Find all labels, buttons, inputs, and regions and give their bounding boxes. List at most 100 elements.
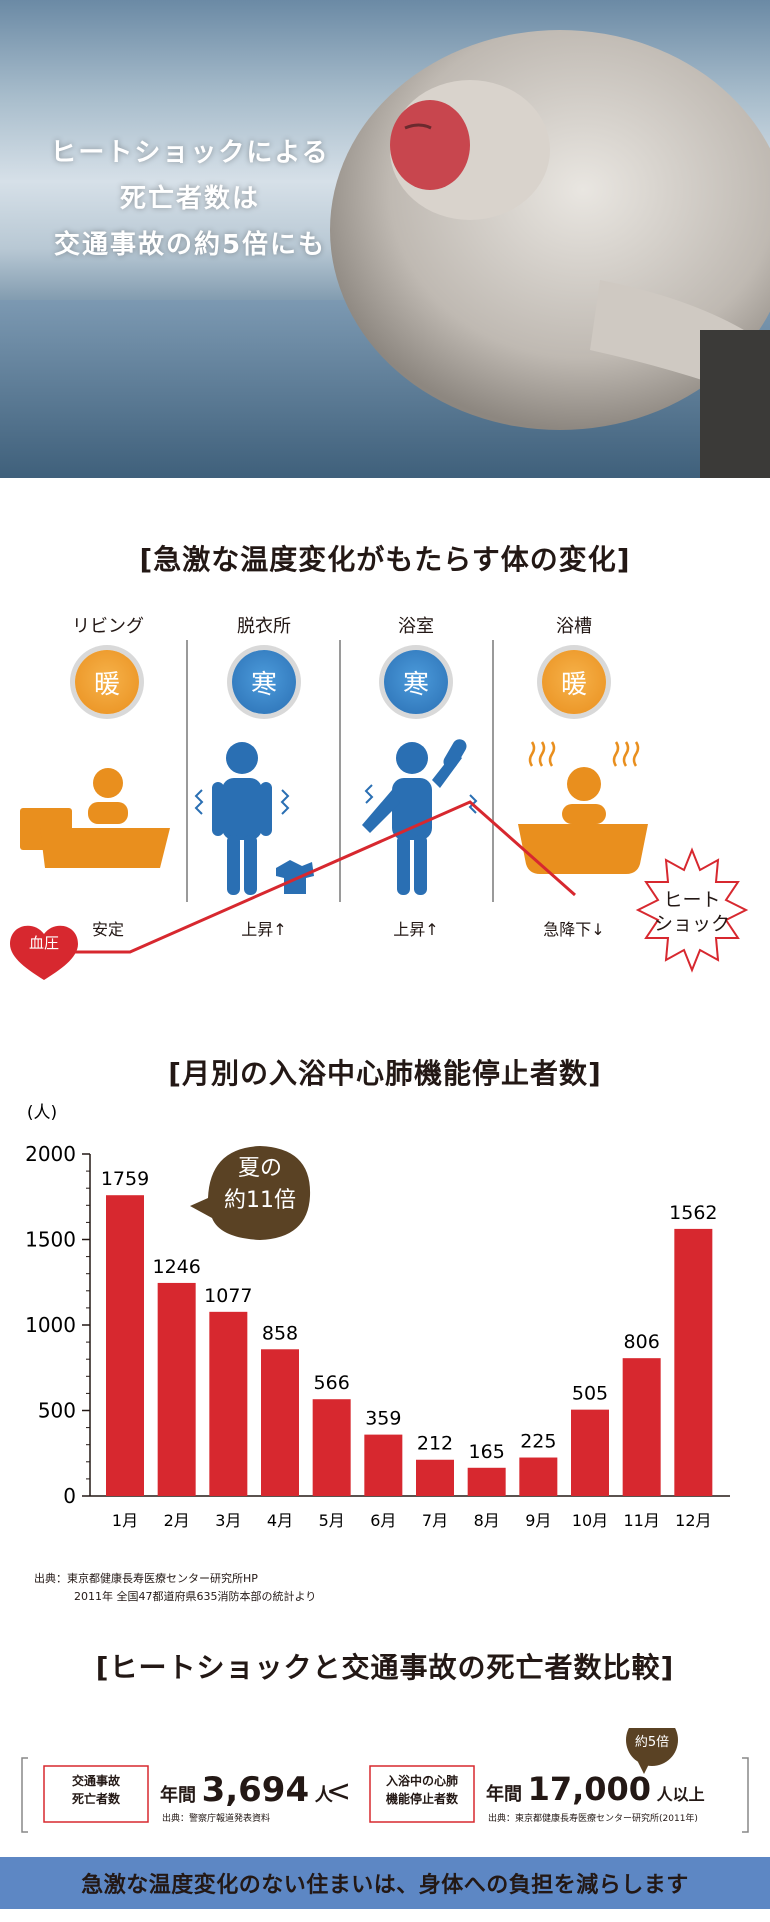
bar-value-label: 212 <box>417 1433 453 1455</box>
x-tick-label: 1月 <box>112 1511 138 1530</box>
bar <box>674 1228 713 1496</box>
right-stat-unit: 人以上 <box>656 1785 705 1804</box>
y-tick-label: 500 <box>38 1399 76 1423</box>
left-stat: 年間 3,694 人 <box>160 1770 333 1810</box>
bar-value-label: 566 <box>314 1372 350 1394</box>
column-label-bathtub: 浴槽 <box>556 616 592 637</box>
x-tick-label: 7月 <box>422 1511 448 1530</box>
right-label-box <box>369 1765 475 1823</box>
left-stat-unit: 人 <box>314 1785 333 1806</box>
shivering-bather-icon <box>362 739 478 895</box>
bar-value-label: 165 <box>469 1441 505 1463</box>
x-tick-label: 12月 <box>675 1511 711 1530</box>
hero-line-1: ヒートショックによる <box>50 138 330 168</box>
bp-status-dressing: 上昇↑ <box>241 920 287 939</box>
column-label-dressing: 脱衣所 <box>237 616 291 637</box>
bp-status-bathtub: 急降下↓ <box>543 920 605 939</box>
footer-message-band: 急激な温度変化のない住まいは、身体への負担を減らします <box>0 1857 770 1909</box>
x-tick-label: 8月 <box>474 1511 500 1530</box>
bar-value-label: 1077 <box>204 1285 252 1307</box>
warm-badge-bathtub: 暖 <box>542 650 606 714</box>
bar <box>106 1195 144 1496</box>
callout-text: 夏の 約11倍 <box>210 1153 310 1217</box>
callout-line-2: 約11倍 <box>224 1188 296 1213</box>
person-in-bathtub-icon <box>518 741 648 874</box>
hero-line-2: 死亡者数は <box>119 184 260 214</box>
left-label-line-1: 交通事故 <box>71 1774 120 1788</box>
section-title-chart: [月別の入浴中心肺機能停止者数] <box>168 1057 602 1090</box>
bar <box>312 1399 351 1496</box>
shivering-person-icon <box>194 742 314 895</box>
column-label-living: リビング <box>72 616 144 637</box>
x-tick-label: 5月 <box>319 1511 345 1530</box>
bar-value-label: 505 <box>572 1383 608 1405</box>
bar-value-label: 359 <box>365 1408 401 1430</box>
bar <box>622 1358 661 1496</box>
right-label-line-1: 入浴中の心肺 <box>385 1774 458 1788</box>
column-divider <box>186 640 188 902</box>
x-tick-label: 2月 <box>164 1511 190 1530</box>
right-stat-source: 出典：東京都健康長寿医療センター研究所(2011年) <box>488 1814 698 1824</box>
y-tick-label: 0 <box>63 1484 76 1508</box>
heat-shock-burst <box>635 847 749 973</box>
heat-shock-line-1: ヒート <box>663 889 721 911</box>
bar <box>467 1467 506 1496</box>
warm-badge-living: 暖 <box>75 650 139 714</box>
right-stat: 年間 17,000 人以上 <box>486 1770 705 1808</box>
bar <box>157 1282 196 1496</box>
y-tick-label: 1500 <box>25 1228 76 1252</box>
body-change-illustration <box>10 739 749 980</box>
bp-status-living: 安定 <box>91 920 124 939</box>
right-label-text: 入浴中の心肺 機能停止者数 <box>370 1772 474 1808</box>
hero-headline: ヒートショックによる 死亡者数は 交通事故の約5倍にも <box>40 130 340 268</box>
x-tick-label: 10月 <box>572 1511 608 1530</box>
blood-pressure-tag: 血圧 <box>28 934 59 952</box>
hero-line-3: 交通事故の約5倍にも <box>53 230 327 260</box>
x-tick-label: 6月 <box>370 1511 396 1530</box>
x-tick-label: 9月 <box>525 1511 551 1530</box>
bar <box>519 1457 558 1496</box>
left-label-box <box>43 1765 149 1823</box>
bp-status-bathroom: 上昇↑ <box>393 920 439 939</box>
bar-value-label: 806 <box>624 1331 660 1353</box>
bar-value-label: 1246 <box>152 1256 200 1278</box>
chart-source-line-1: 出典：東京都健康長寿医療センター研究所HP <box>34 1572 258 1585</box>
bar <box>571 1409 609 1496</box>
column-divider <box>492 640 494 902</box>
right-stat-value: 17,000 <box>527 1770 652 1808</box>
bar-value-label: 225 <box>520 1431 556 1453</box>
left-stat-value: 3,694 <box>201 1770 310 1810</box>
callout-bubble <box>190 1146 311 1240</box>
right-stat-prefix: 年間 <box>486 1784 522 1805</box>
y-tick-label: 2000 <box>25 1142 76 1166</box>
hero-image: ヒートショックによる 死亡者数は 交通事故の約5倍にも <box>0 0 770 478</box>
callout-line-1: 夏の <box>237 1156 282 1181</box>
bar <box>261 1349 299 1496</box>
snow-monkey-illustration <box>0 30 770 478</box>
monthly-cardiac-arrest-chart: (人) 0 500 1000 1500 2000 1759 1月 1246 2月 1077 3月 8… <box>25 1103 730 1530</box>
bar <box>416 1459 454 1496</box>
bar-value-label: 1759 <box>101 1168 149 1190</box>
less-than-sign: < <box>326 1774 352 1809</box>
y-axis-unit: (人) <box>27 1103 57 1123</box>
ratio-badge: 約5倍 <box>634 1735 670 1750</box>
person-at-kotatsu-icon <box>20 768 170 868</box>
bar-value-label: 858 <box>262 1322 298 1344</box>
section-title-comparison: [ヒートショックと交通事故の死亡者数比較] <box>95 1651 675 1684</box>
heat-shock-line-2: ショック <box>653 913 730 935</box>
footer-message: 急激な温度変化のない住まいは、身体への負担を減らします <box>81 1873 689 1898</box>
bar <box>364 1434 403 1496</box>
column-label-bathroom: 浴室 <box>398 616 434 637</box>
ratio-badge-bg <box>626 1728 678 1766</box>
right-label-line-2: 機能停止者数 <box>385 1792 458 1806</box>
comparison-frame <box>21 1728 749 1833</box>
y-tick-label: 1000 <box>25 1313 76 1337</box>
left-stat-source: 出典：警察庁報道発表資料 <box>162 1814 271 1824</box>
x-tick-label: 3月 <box>215 1511 241 1530</box>
cold-badge-dressing: 寒 <box>232 650 296 714</box>
section-title-temperature: [急激な温度変化がもたらす体の変化] <box>139 543 631 576</box>
left-label-line-2: 死亡者数 <box>71 1792 120 1806</box>
chart-source-line-2: 2011年 全国47都道府県635消防本部の統計より <box>74 1590 317 1603</box>
bar-value-label: 1562 <box>669 1202 717 1224</box>
blood-pressure-line <box>70 800 576 954</box>
